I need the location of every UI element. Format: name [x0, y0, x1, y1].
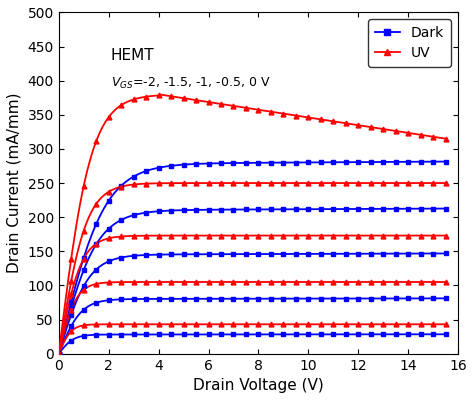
Text: $V_{GS}$=-2, -1.5, -1, -0.5, 0 V: $V_{GS}$=-2, -1.5, -1, -0.5, 0 V — [110, 76, 270, 91]
X-axis label: Drain Voltage (V): Drain Voltage (V) — [193, 378, 324, 393]
Legend: Dark, UV: Dark, UV — [368, 19, 451, 67]
Text: HEMT: HEMT — [110, 48, 155, 63]
Y-axis label: Drain Current (mA/mm): Drain Current (mA/mm) — [7, 93, 22, 273]
